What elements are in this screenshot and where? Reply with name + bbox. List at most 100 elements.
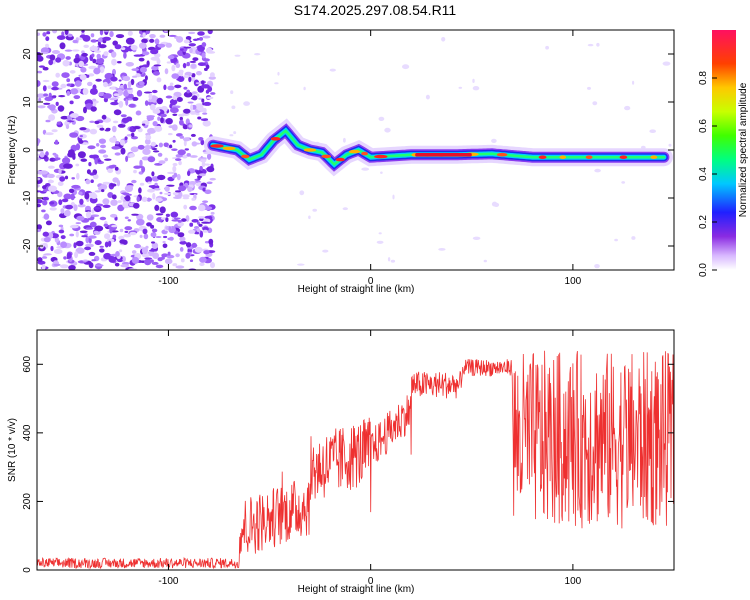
- noise-speckle: [131, 256, 140, 264]
- noise-speckle: [163, 235, 168, 239]
- noise-speckle: [141, 38, 148, 44]
- noise-speckle: [99, 216, 107, 221]
- noise-speckle: [164, 68, 169, 75]
- noise-speckle: [190, 104, 194, 111]
- noise-speckle: [201, 80, 205, 85]
- noise-speckle: [99, 66, 105, 74]
- noise-speckle: [55, 101, 59, 106]
- noise-speckle: [189, 184, 194, 187]
- noise-speckle: [202, 200, 209, 203]
- noise-speckle: [177, 232, 185, 238]
- noise-speckle: [204, 163, 211, 166]
- noise-speckle: [120, 114, 127, 118]
- noise-speckle: [179, 119, 184, 126]
- noise-speckle: [124, 136, 128, 141]
- noise-speckle: [91, 193, 98, 199]
- colorbar-tick-label: 0.2: [698, 215, 709, 229]
- faint-speckle: [390, 259, 396, 263]
- noise-speckle: [48, 59, 54, 66]
- noise-speckle: [112, 125, 117, 133]
- noise-speckle: [38, 97, 42, 103]
- noise-speckle: [114, 44, 122, 50]
- noise-speckle: [57, 181, 64, 186]
- noise-speckle: [149, 38, 155, 43]
- noise-speckle: [182, 75, 190, 78]
- noise-speckle: [149, 103, 156, 111]
- noise-speckle: [176, 78, 184, 81]
- y-tick-label: 200: [22, 493, 33, 510]
- noise-speckle: [162, 243, 168, 249]
- noise-speckle: [71, 177, 75, 180]
- noise-speckle: [196, 105, 204, 111]
- noise-speckle: [45, 119, 51, 123]
- noise-speckle: [59, 42, 66, 50]
- noise-speckle: [159, 113, 167, 118]
- noise-speckle: [94, 158, 98, 165]
- noise-speckle: [201, 221, 210, 224]
- noise-speckle: [63, 256, 67, 260]
- noise-speckle: [73, 204, 78, 212]
- noise-speckle: [202, 229, 208, 233]
- noise-speckle: [75, 143, 81, 151]
- noise-speckle: [103, 30, 110, 33]
- noise-speckle: [67, 151, 76, 158]
- noise-speckle: [192, 57, 199, 61]
- noise-speckle: [198, 37, 204, 41]
- noise-speckle: [85, 211, 92, 219]
- noise-speckle: [172, 263, 178, 267]
- faint-speckle: [596, 42, 600, 47]
- noise-speckle: [114, 152, 121, 156]
- noise-speckle: [178, 160, 182, 166]
- noise-speckle: [103, 223, 109, 227]
- noise-speckle: [70, 193, 75, 201]
- noise-speckle: [147, 181, 152, 184]
- noise-speckle: [51, 81, 59, 87]
- faint-speckle: [234, 54, 241, 57]
- noise-speckle: [103, 51, 109, 57]
- noise-speckle: [137, 144, 145, 150]
- noise-speckle: [116, 258, 123, 263]
- noise-speckle: [91, 259, 97, 262]
- noise-speckle: [202, 107, 207, 113]
- colorbar-tick-label: 0.0: [698, 263, 709, 277]
- noise-speckle: [134, 244, 141, 249]
- noise-speckle: [126, 116, 133, 122]
- noise-speckle: [49, 54, 56, 61]
- noise-speckle: [150, 141, 157, 147]
- noise-speckle: [151, 65, 159, 71]
- noise-speckle: [183, 139, 187, 147]
- noise-speckle: [60, 115, 69, 120]
- noise-speckle: [89, 221, 97, 228]
- noise-speckle: [179, 48, 184, 51]
- noise-speckle: [133, 202, 140, 209]
- noise-speckle: [130, 44, 138, 51]
- noise-speckle: [82, 259, 89, 262]
- noise-speckle: [88, 73, 95, 77]
- noise-speckle: [42, 66, 49, 71]
- x-tick-label: -100: [158, 576, 178, 587]
- noise-speckle: [109, 137, 118, 143]
- noise-speckle: [53, 263, 61, 267]
- noise-speckle: [115, 141, 120, 145]
- noise-speckle: [75, 247, 85, 254]
- faint-speckle: [545, 45, 549, 50]
- noise-speckle: [187, 170, 191, 177]
- noise-speckle: [56, 121, 62, 125]
- noise-speckle: [163, 142, 169, 148]
- noise-speckle: [89, 120, 95, 124]
- noise-speckle: [138, 57, 145, 62]
- noise-speckle: [58, 95, 66, 98]
- noise-speckle: [155, 213, 164, 216]
- noise-speckle: [62, 59, 70, 67]
- noise-speckle: [123, 89, 130, 97]
- noise-speckle: [66, 83, 72, 87]
- faint-speckle: [342, 207, 348, 211]
- noise-speckle: [188, 181, 197, 186]
- colorbar-tick-label: 0.6: [698, 119, 709, 133]
- noise-speckle: [89, 154, 95, 159]
- spectrogram-xlabel: Height of straight line (km): [298, 284, 415, 295]
- noise-speckle: [163, 84, 167, 91]
- noise-speckle: [205, 47, 213, 54]
- noise-speckle: [152, 109, 161, 114]
- noise-speckle: [93, 207, 101, 210]
